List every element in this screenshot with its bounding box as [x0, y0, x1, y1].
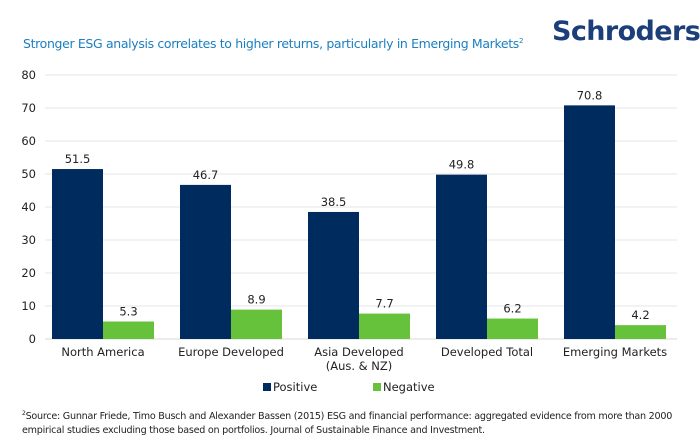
bar-negative [359, 313, 410, 339]
y-tick-label: 20 [21, 266, 36, 280]
bar-negative [231, 309, 282, 339]
y-tick-label: 0 [29, 332, 36, 346]
value-labels: 51.5 5.3 46.7 8.9 38.5 7.7 49.8 6.2 70.8 4.2 [65, 88, 650, 322]
bar-negative [103, 321, 154, 339]
y-tick-label: 80 [21, 68, 36, 82]
value-label-negative: 8.9 [247, 293, 265, 307]
x-category-label-line: Europe Developed [178, 345, 284, 359]
x-category-label: North America [61, 345, 144, 359]
bar-negative [615, 325, 666, 339]
schroders-logo: Schroders [552, 16, 700, 47]
y-tick-label: 10 [21, 299, 36, 313]
value-label-negative: 6.2 [503, 302, 521, 316]
bar-positive [180, 184, 231, 339]
bar-positive [52, 169, 103, 339]
bars [52, 105, 666, 339]
legend-swatch-negative [373, 383, 381, 391]
y-tick-label: 30 [21, 233, 36, 247]
legend-label-positive: Positive [273, 380, 318, 394]
value-label-positive: 51.5 [65, 152, 91, 166]
footnote-marker: 2 [22, 409, 26, 417]
y-tick-label: 60 [21, 134, 36, 148]
x-category-label-line: Developed Total [441, 345, 533, 359]
bar-positive [308, 211, 359, 339]
footnote-text: Source: Gunnar Friede, Timo Busch and Al… [22, 411, 673, 436]
x-category-label-line: Emerging Markets [563, 345, 667, 359]
value-label-negative: 7.7 [375, 297, 393, 311]
legend-item-negative: Negative [373, 380, 435, 394]
bar-positive [436, 174, 487, 339]
x-category-label: Emerging Markets [563, 345, 667, 359]
value-label-positive: 49.8 [449, 158, 475, 172]
value-label-positive: 70.8 [577, 88, 603, 102]
source-footnote: 2Source: Gunnar Friede, Timo Busch and A… [22, 410, 692, 438]
x-category-label: Developed Total [441, 345, 533, 359]
value-label-positive: 46.7 [193, 168, 219, 182]
x-category-label: Asia Developed (Aus. & NZ) [314, 345, 403, 373]
x-category-label: Europe Developed [178, 345, 284, 359]
x-category-label-line: Asia Developed [314, 345, 403, 359]
y-tick-label: 70 [21, 101, 36, 115]
bar-positive [564, 105, 615, 339]
value-label-negative: 5.3 [119, 305, 137, 319]
chart-title: Stronger ESG analysis correlates to high… [23, 36, 523, 51]
value-label-negative: 4.2 [631, 308, 649, 322]
y-axis-ticks: 0 10 20 30 40 50 60 70 80 [21, 68, 36, 346]
y-tick-label: 40 [21, 200, 36, 214]
legend-swatch-positive [263, 383, 271, 391]
title-footnote-marker: 2 [518, 36, 524, 45]
bar-negative [487, 318, 538, 339]
x-category-label-line: (Aus. & NZ) [326, 359, 393, 373]
legend-label-negative: Negative [383, 380, 435, 394]
y-tick-label: 50 [21, 167, 36, 181]
chart-title-text: Stronger ESG analysis correlates to high… [23, 36, 519, 51]
legend-item-positive: Positive [263, 380, 317, 394]
category-labels: North America Europe Developed Asia Develo… [61, 345, 667, 373]
value-label-positive: 38.5 [321, 195, 347, 209]
x-category-label-line: North America [61, 345, 144, 359]
